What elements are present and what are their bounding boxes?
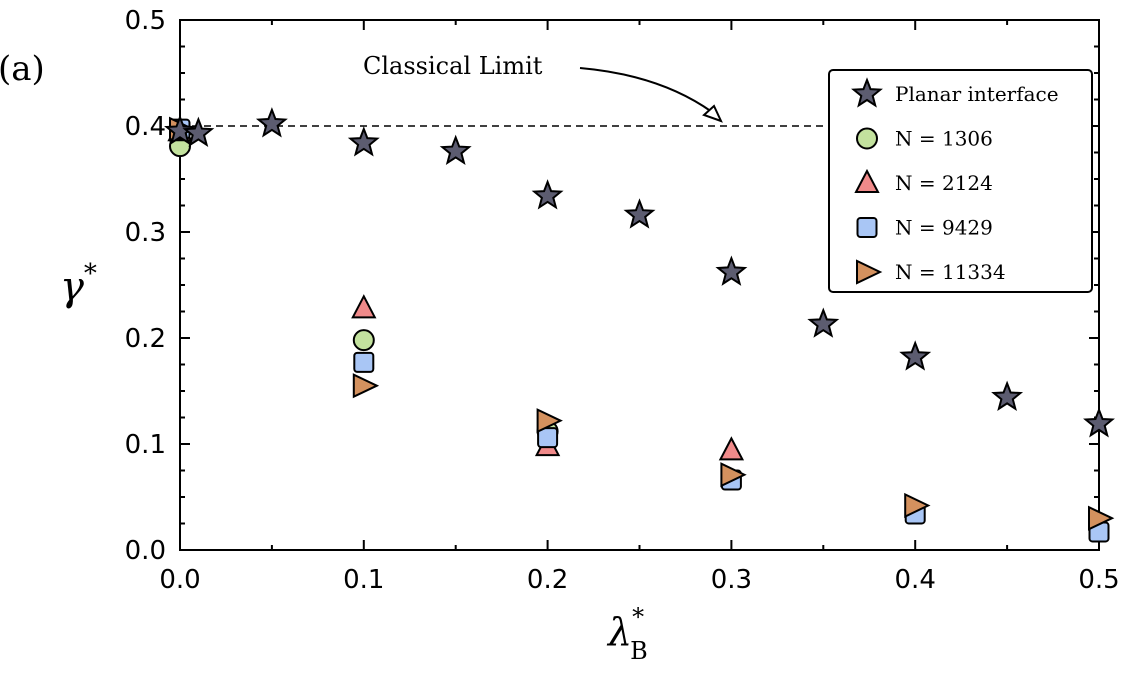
legend-label: N = 2124 [895,171,993,195]
legend-label: N = 9429 [895,216,993,240]
y-tick-label: 0.0 [125,536,166,566]
plot-area: 0.0 0.1 0.2 0.3 0.4 0.5 0.0 0.1 0.2 0.3 0.4 0.5 [125,6,1120,595]
legend-box [828,69,1093,293]
data-point [807,307,840,338]
data-point [720,462,747,488]
legend-marker [854,168,880,193]
legend-marker [851,77,883,108]
data-point [439,134,472,166]
data-point [1088,505,1115,531]
legend-label: N = 1306 [895,127,993,151]
legend-label: N = 11334 [895,260,1006,284]
data-point [182,116,215,147]
legend-label: Planar interface [895,82,1059,106]
data-point [353,351,375,373]
x-tick-label: 0.2 [527,565,568,595]
legend: Planar interface N = 1306 N = 2124 N = 9429… [828,69,1093,293]
data-point [991,380,1024,411]
data-point [164,114,196,145]
data-point [904,492,931,519]
y-tick-label: 0.2 [125,324,166,354]
x-tick-label: 0.5 [1078,565,1119,595]
data-point [347,126,380,157]
data-point [718,436,745,461]
legend-marker [856,259,883,285]
panel-label: (a) [0,49,45,89]
annotation-arrow [579,67,713,113]
data-point [537,427,559,449]
annotation-arrowhead [702,104,723,123]
x-tick-label: 0.3 [711,565,752,595]
y-axis-label-main: γ [60,264,84,310]
y-tick-label: 0.1 [125,430,166,460]
x-axis-label-sub: B [630,637,648,665]
x-axis-label: λ* B [606,603,648,665]
classical-limit-annotation: Classical Limit [363,52,723,123]
x-tick-label: 0.4 [895,565,936,595]
x-tick-label: 0.1 [343,565,384,595]
data-point [352,329,375,352]
legend-marker [856,217,878,238]
data-point [1083,407,1115,438]
data-point [255,107,288,138]
legend-marker [856,127,878,150]
y-tick-label: 0.3 [125,218,166,248]
x-axis-label-sup: * [632,603,644,631]
data-point [623,198,656,229]
y-axis-label: γ* [60,259,97,310]
data-point [715,255,748,286]
y-tick-label: 0.4 [125,112,166,142]
annotation-text: Classical Limit [363,52,543,80]
data-point [351,294,377,319]
data-point [899,340,932,371]
data-point [531,179,564,210]
data-point [536,408,563,434]
y-tick-label: 0.5 [125,6,166,36]
data-point [352,373,380,399]
x-axis-label-main: λ [606,610,632,654]
x-tick-label: 0.0 [159,565,200,595]
y-axis-label-sup: * [84,259,97,289]
